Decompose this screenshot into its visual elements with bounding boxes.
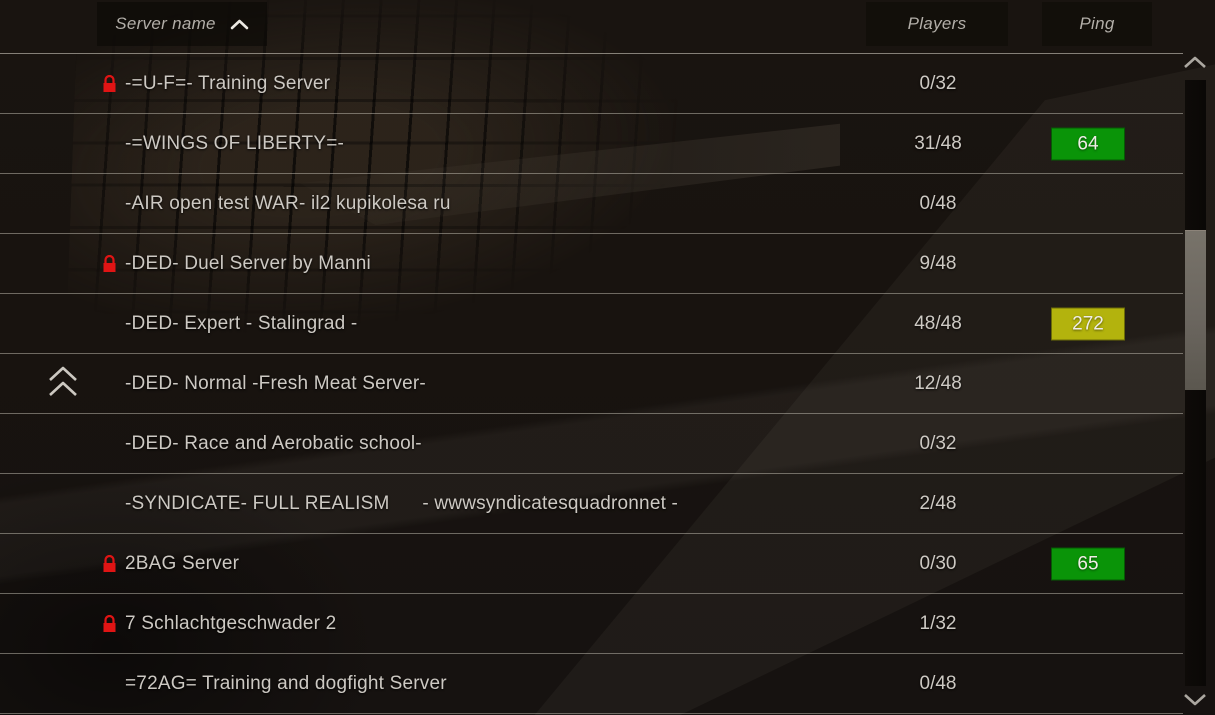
server-name-header-label: Server name — [115, 14, 216, 33]
players-count: 9/48 — [919, 252, 957, 274]
server-name: 7 Schlachtgeschwader 2 — [125, 612, 337, 634]
server-name: 2BAG Server — [125, 552, 240, 574]
scroll-up-button[interactable] — [1182, 54, 1208, 70]
players-count: 0/32 — [919, 432, 957, 454]
list-header: Server name Players Ping — [0, 0, 1215, 53]
server-name: -DED- Normal -Fresh Meat Server- — [125, 372, 426, 394]
server-row[interactable]: -DED- Expert - Stalingrad - 48/48 272 — [0, 294, 1183, 354]
ping-badge: 65 — [1051, 547, 1125, 580]
lock-icon — [102, 254, 117, 273]
server-name: -=U-F=- Training Server — [125, 72, 331, 94]
ping-badge: 272 — [1051, 307, 1125, 340]
server-row[interactable]: -DED- Normal -Fresh Meat Server- 12/48 — [0, 354, 1183, 414]
scrollbar-thumb[interactable] — [1185, 230, 1206, 390]
server-name: -DED- Race and Aerobatic school- — [125, 432, 422, 454]
server-row[interactable]: -DED- Duel Server by Manni 9/48 — [0, 234, 1183, 294]
chevron-down-icon — [1182, 694, 1208, 712]
column-header-ping[interactable]: Ping — [1042, 2, 1152, 46]
server-row[interactable]: -DED- Race and Aerobatic school- 0/32 — [0, 414, 1183, 474]
server-row[interactable]: 7 Schlachtgeschwader 2 1/32 — [0, 594, 1183, 654]
server-row[interactable]: 2BAG Server 0/30 65 — [0, 534, 1183, 594]
double-chevron-up-icon — [46, 366, 80, 404]
sort-ascending-icon — [230, 15, 249, 35]
server-row[interactable]: -AIR open test WAR- il2 kupikolesa ru 0/… — [0, 174, 1183, 234]
players-count: 31/48 — [914, 132, 962, 154]
ping-header-label: Ping — [1079, 14, 1115, 33]
column-header-players[interactable]: Players — [866, 2, 1008, 46]
players-header-label: Players — [907, 14, 967, 33]
server-name: =72AG= Training and dogfight Server — [125, 672, 447, 694]
ping-badge: 64 — [1051, 127, 1125, 160]
players-count: 48/48 — [914, 312, 962, 334]
players-count: 0/48 — [919, 192, 957, 214]
server-name: -AIR open test WAR- il2 kupikolesa ru — [125, 192, 451, 214]
server-name: -SYNDICATE- FULL REALISM - wwwsyndicates… — [125, 492, 679, 514]
chevron-up-icon — [1182, 56, 1208, 74]
server-row[interactable]: -=U-F=- Training Server 0/32 — [0, 54, 1183, 114]
server-row[interactable]: =72AG= Training and dogfight Server 0/48 — [0, 654, 1183, 714]
scrollbar-track[interactable] — [1185, 80, 1206, 686]
scroll-down-button[interactable] — [1182, 692, 1208, 708]
server-name: -DED- Duel Server by Manni — [125, 252, 371, 274]
server-list: -=U-F=- Training Server 0/32 -=WINGS OF … — [0, 53, 1183, 714]
lock-icon — [102, 74, 117, 93]
lock-icon — [102, 614, 117, 633]
server-name: -=WINGS OF LIBERTY=- — [125, 132, 345, 154]
players-count: 0/30 — [919, 552, 957, 574]
lock-icon — [102, 554, 117, 573]
players-count: 0/48 — [919, 672, 957, 694]
server-row[interactable]: -SYNDICATE- FULL REALISM - wwwsyndicates… — [0, 474, 1183, 534]
players-count: 2/48 — [919, 492, 957, 514]
server-name: -DED- Expert - Stalingrad - — [125, 312, 358, 334]
players-count: 12/48 — [914, 372, 962, 394]
server-row[interactable]: -=WINGS OF LIBERTY=- 31/48 64 — [0, 114, 1183, 174]
column-header-server-name[interactable]: Server name — [97, 2, 267, 46]
jump-to-top-button[interactable] — [46, 364, 80, 400]
players-count: 0/32 — [919, 72, 957, 94]
players-count: 1/32 — [919, 612, 957, 634]
